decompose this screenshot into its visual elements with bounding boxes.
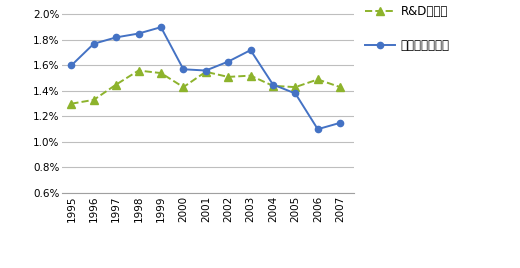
R&D集約度 — [180, 85, 187, 89]
Legend: R&D集約度, 情報処理集約度: R&D集約度, 情報処理集約度 — [366, 5, 450, 52]
R&D集約度 — [337, 85, 343, 89]
情報処理集約度 — [248, 49, 254, 52]
情報処理集約度 — [158, 25, 164, 29]
情報処理集約度 — [90, 42, 97, 45]
情報処理集約度 — [270, 83, 276, 86]
情報処理集約度 — [113, 36, 119, 39]
R&D集約度 — [248, 74, 254, 77]
R&D集約度 — [90, 98, 97, 102]
R&D集約度 — [68, 102, 74, 105]
情報処理集約度 — [292, 92, 298, 95]
情報処理集約度 — [68, 64, 74, 67]
情報処理集約度 — [337, 121, 343, 124]
R&D集約度 — [113, 83, 119, 86]
R&D集約度 — [225, 75, 231, 79]
R&D集約度 — [203, 70, 209, 73]
R&D集約度 — [135, 69, 141, 72]
情報処理集約度 — [225, 60, 231, 63]
情報処理集約度 — [315, 128, 321, 131]
情報処理集約度 — [203, 69, 209, 72]
情報処理集約度 — [180, 68, 187, 71]
情報処理集約度 — [135, 32, 141, 35]
R&D集約度 — [292, 85, 298, 89]
Line: 情報処理集約度: 情報処理集約度 — [68, 24, 343, 132]
R&D集約度 — [315, 78, 321, 81]
R&D集約度 — [270, 84, 276, 87]
Line: R&D集約度: R&D集約度 — [68, 67, 344, 107]
R&D集約度 — [158, 72, 164, 75]
